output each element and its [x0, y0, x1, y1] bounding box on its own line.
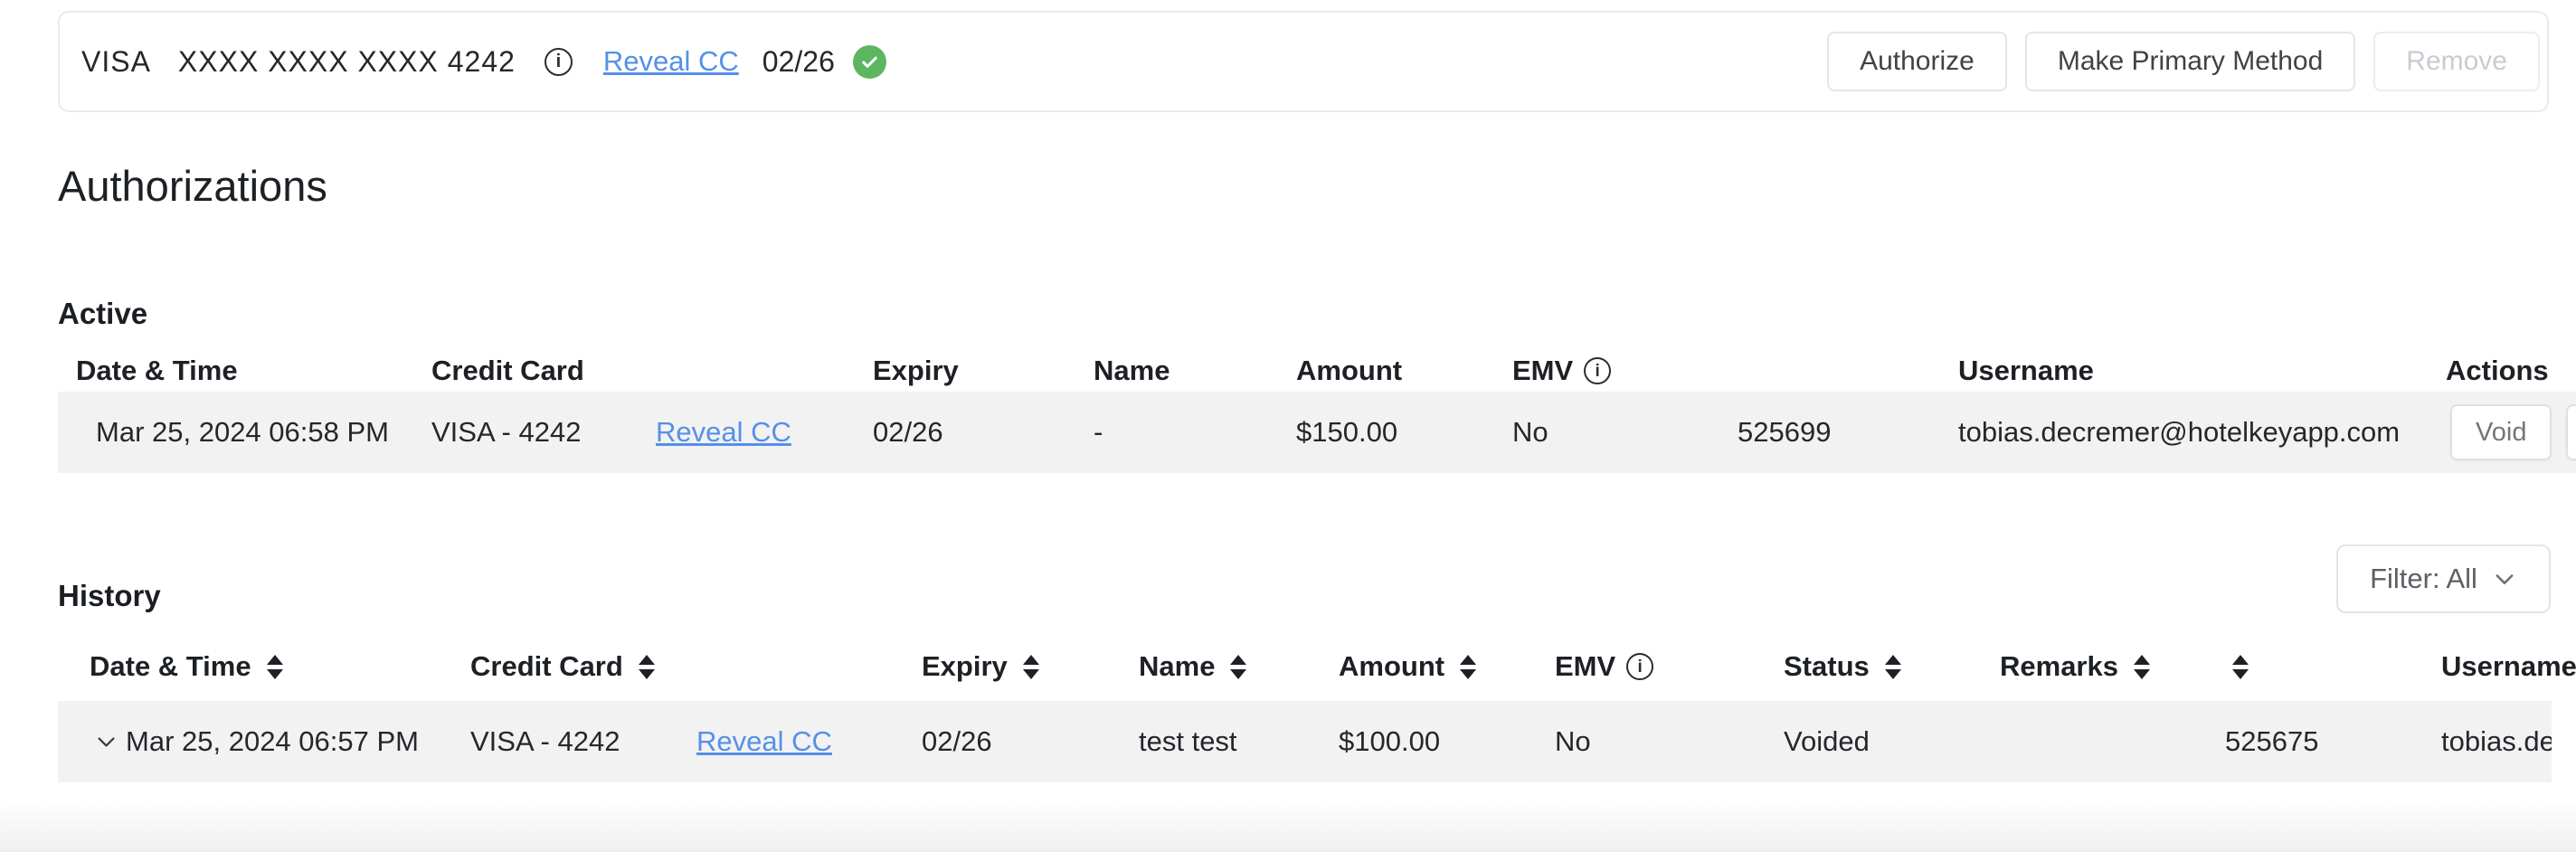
active-col-emv: EMV i [1512, 348, 1738, 393]
history-row-name: test test [1139, 725, 1237, 757]
active-col-reveal-spacer [656, 348, 873, 393]
history-row-amount: $100.00 [1339, 725, 1441, 757]
payment-method-actions: Authorize Make Primary Method Remove [1827, 32, 2540, 91]
history-row-emv: No [1555, 725, 1591, 757]
history-col-username: Username [2441, 650, 2576, 682]
active-row-name: - [1094, 416, 1103, 448]
active-col-actions: Actions [2446, 355, 2549, 386]
history-col-credit-card[interactable]: Credit Card [470, 644, 696, 689]
active-col-auth-code-spacer [1738, 348, 1958, 393]
history-col-auth-code[interactable] [2225, 644, 2441, 689]
verified-check-icon [852, 44, 886, 79]
history-table-row: Mar 25, 2024 06:57 PM VISA - 4242 Reveal… [58, 701, 2552, 782]
payment-method-summary: VISA XXXX XXXX XXXX 4242 i Reveal CC 02/… [81, 44, 886, 79]
active-section-label: Active [58, 297, 148, 330]
history-col-remarks[interactable]: Remarks [2000, 644, 2225, 689]
page-title: Authorizations [58, 162, 327, 210]
card-brand: VISA [81, 44, 151, 78]
void-button[interactable]: Void [2450, 404, 2552, 460]
sort-icon[interactable] [266, 654, 283, 679]
history-section-label: History [58, 579, 161, 612]
active-col-expiry: Expiry [873, 355, 959, 386]
chevron-down-icon [2496, 574, 2514, 584]
active-table-header: Date & Time Credit Card Expiry Name Amou… [58, 348, 2576, 393]
sort-icon[interactable] [1022, 654, 1039, 679]
emv-info-icon[interactable]: i [1584, 357, 1612, 384]
history-col-reveal-spacer [696, 644, 922, 689]
history-table-header: Date & Time Credit Card Expiry Name Amou… [58, 644, 2576, 689]
make-primary-method-button[interactable]: Make Primary Method [2024, 32, 2356, 91]
sort-icon[interactable] [1230, 654, 1247, 679]
active-col-name: Name [1094, 355, 1170, 386]
history-col-status[interactable]: Status [1784, 644, 2000, 689]
active-row-username: tobias.decremer@hotelkeyapp.com [1958, 416, 2401, 448]
active-row-auth-code: 525699 [1738, 416, 1832, 448]
authorize-button[interactable]: Authorize [1827, 32, 2007, 91]
active-row-credit-card: VISA - 4242 [431, 416, 582, 448]
history-row-username: tobias.decremer@hotelkeyapp.com [2441, 725, 2552, 757]
expand-row-chevron-icon[interactable] [94, 730, 118, 754]
emv-info-icon[interactable]: i [1626, 653, 1654, 680]
bottom-shadow [0, 800, 2576, 852]
active-row-date: Mar 25, 2024 06:58 PM [96, 416, 389, 448]
history-filter-dropdown[interactable]: Filter: All [2336, 544, 2551, 613]
sort-icon[interactable] [1460, 654, 1477, 679]
card-masked-number: XXXX XXXX XXXX 4242 [177, 44, 516, 78]
remove-button[interactable]: Remove [2373, 32, 2540, 91]
history-row-date: Mar 25, 2024 06:57 PM [126, 725, 419, 757]
active-row-expiry: 02/26 [873, 416, 943, 448]
sort-icon[interactable] [2232, 654, 2249, 679]
clipped-action-button[interactable] [2566, 404, 2576, 460]
history-col-expiry[interactable]: Expiry [922, 644, 1139, 689]
payment-method-card: VISA XXXX XXXX XXXX 4242 i Reveal CC 02/… [58, 11, 2549, 112]
sort-icon[interactable] [2133, 654, 2150, 679]
history-row-remarks [2000, 701, 2225, 782]
active-col-username: Username [1958, 355, 2094, 386]
reveal-cc-link[interactable]: Reveal CC [696, 725, 832, 757]
history-col-date[interactable]: Date & Time [58, 644, 470, 689]
filter-label: Filter: All [2370, 563, 2477, 594]
sort-icon[interactable] [1884, 654, 1901, 679]
card-expiry: 02/26 [762, 44, 835, 78]
active-row-emv: No [1512, 416, 1548, 448]
history-row-credit-card: VISA - 4242 [470, 725, 620, 757]
active-col-amount: Amount [1296, 355, 1403, 386]
info-icon[interactable]: i [544, 47, 573, 76]
reveal-cc-link[interactable]: Reveal CC [602, 45, 739, 77]
active-table-row: Mar 25, 2024 06:58 PM VISA - 4242 Reveal… [58, 392, 2576, 473]
active-col-date: Date & Time [76, 355, 238, 386]
history-row-expiry: 02/26 [922, 725, 992, 757]
sort-icon[interactable] [638, 654, 655, 679]
reveal-cc-link[interactable]: Reveal CC [656, 416, 791, 448]
history-col-name[interactable]: Name [1139, 644, 1339, 689]
active-row-amount: $150.00 [1296, 416, 1398, 448]
history-col-amount[interactable]: Amount [1339, 644, 1555, 689]
history-row-status: Voided [1784, 725, 1870, 757]
history-row-auth-code: 525675 [2225, 725, 2319, 757]
history-col-emv: EMV i [1555, 644, 1784, 689]
active-col-credit-card: Credit Card [431, 355, 584, 386]
